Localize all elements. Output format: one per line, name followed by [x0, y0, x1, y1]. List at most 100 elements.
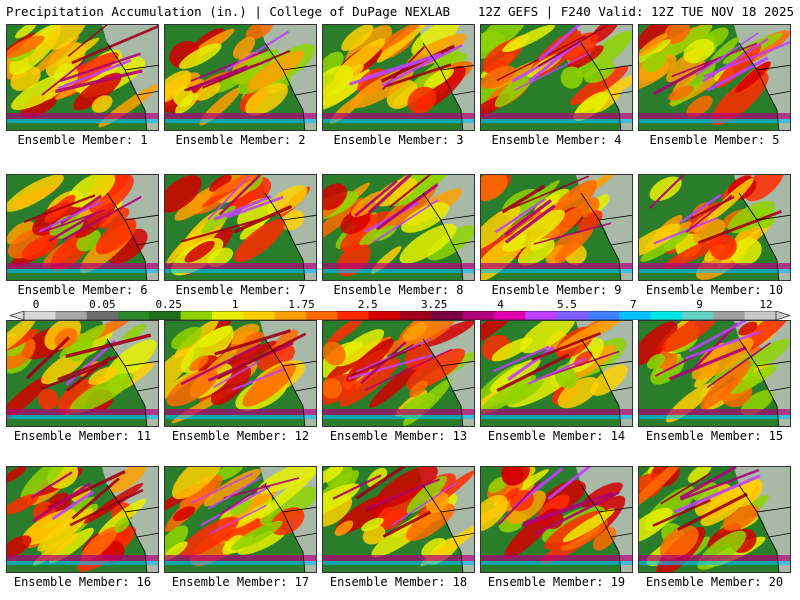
ensemble-member-label: Ensemble Member: 17	[171, 575, 310, 589]
colorbar-bin	[118, 311, 150, 320]
precip-map	[480, 174, 633, 281]
colorbar-tick-label: 0	[32, 298, 40, 311]
colorbar-tick-label: 0.25	[155, 298, 182, 311]
ensemble-member-panel: Ensemble Member: 13	[322, 320, 475, 450]
ensemble-member-panel: Ensemble Member: 9	[480, 174, 633, 304]
ensemble-member-label: Ensemble Member: 11	[13, 429, 152, 443]
colorbar-tick-label: 4	[497, 298, 504, 311]
ensemble-member-label: Ensemble Member: 15	[645, 429, 784, 443]
colorbar-bar	[10, 311, 790, 320]
ensemble-member-panel: Ensemble Member: 17	[164, 466, 317, 596]
ensemble-member-panel: Ensemble Member: 18	[322, 466, 475, 596]
ensemble-member-panel: Ensemble Member: 1	[6, 24, 159, 154]
precip-map	[6, 174, 159, 281]
ensemble-member-label: Ensemble Member: 1	[17, 133, 148, 147]
ensemble-member-panel: Ensemble Member: 5	[638, 24, 791, 154]
precip-map	[480, 320, 633, 427]
colorbar-tick-labels: 0 0.05 0.25 1 1.75 2.5 3.25 4 5.5 7 9 12	[10, 298, 790, 311]
precip-map	[322, 24, 475, 131]
colorbar-bin	[337, 311, 370, 320]
ensemble-member-label: Ensemble Member: 20	[645, 575, 784, 589]
ensemble-member-label: Ensemble Member: 18	[329, 575, 468, 589]
ensemble-member-label: Ensemble Member: 2	[175, 133, 306, 147]
precip-map	[480, 24, 633, 131]
ensemble-member-panel: Ensemble Member: 2	[164, 24, 317, 154]
ensemble-panel-grid: Ensemble Member: 1 Ensemble Member: 2 Ense…	[6, 24, 796, 594]
run-valid-time: 12Z GEFS | F240 Valid: 12Z TUE NOV 18 20…	[477, 4, 794, 19]
colorbar-bin	[86, 311, 119, 320]
colorbar-tick-label: 1.75	[288, 298, 315, 311]
ensemble-member-panel: Ensemble Member: 4	[480, 24, 633, 154]
ensemble-member-panel: Ensemble Member: 16	[6, 466, 159, 596]
ensemble-member-panel: Ensemble Member: 19	[480, 466, 633, 596]
colorbar-bin	[243, 311, 276, 320]
colorbar-min-arrow	[10, 311, 25, 320]
ensemble-member-panel: Ensemble Member: 3	[322, 24, 475, 154]
ensemble-member-label: Ensemble Member: 16	[13, 575, 152, 589]
precip-map	[638, 466, 791, 573]
colorbar-bin	[274, 311, 307, 320]
colorbar-bin	[306, 311, 338, 320]
ensemble-member-panel: Ensemble Member: 6	[6, 174, 159, 304]
precip-map	[6, 466, 159, 573]
colorbar-tick-label: 5.5	[556, 298, 577, 311]
colorbar-bin	[462, 311, 495, 320]
precip-map	[164, 174, 317, 281]
ensemble-member-panel: Ensemble Member: 7	[164, 174, 317, 304]
colorbar-bin	[368, 311, 401, 320]
ensemble-member-label: Ensemble Member: 3	[333, 133, 464, 147]
colorbar-tick-label: 9	[696, 298, 703, 311]
ensemble-member-label: Ensemble Member: 7	[175, 283, 306, 297]
ensemble-member-panel: Ensemble Member: 20	[638, 466, 791, 596]
colorbar-bin	[180, 311, 213, 320]
colorbar-bin	[55, 311, 88, 320]
ensemble-member-label: Ensemble Member: 19	[487, 575, 626, 589]
precip-map	[322, 466, 475, 573]
colorbar-tick-label: 2.5	[357, 298, 378, 311]
colorbar: 0 0.05 0.25 1 1.75 2.5 3.25 4 5.5 7 9 12	[10, 298, 790, 322]
colorbar-bin	[431, 311, 464, 320]
ensemble-member-panel: Ensemble Member: 14	[480, 320, 633, 450]
colorbar-bin	[588, 311, 620, 320]
colorbar-bin	[400, 311, 432, 320]
precip-map	[638, 24, 791, 131]
colorbar-bin	[682, 311, 714, 320]
colorbar-bin	[149, 311, 182, 320]
ensemble-member-label: Ensemble Member: 13	[329, 429, 468, 443]
colorbar-bin	[494, 311, 526, 320]
colorbar-tick-label: 0.05	[89, 298, 116, 311]
ensemble-member-panel: Ensemble Member: 12	[164, 320, 317, 450]
colorbar-max-arrow	[775, 311, 790, 320]
colorbar-bin	[713, 311, 746, 320]
ensemble-member-label: Ensemble Member: 10	[645, 283, 784, 297]
colorbar-bin	[24, 311, 56, 320]
ensemble-member-panel: Ensemble Member: 11	[6, 320, 159, 450]
colorbar-bin	[619, 311, 652, 320]
ensemble-member-panel: Ensemble Member: 8	[322, 174, 475, 304]
precip-map	[6, 320, 159, 427]
colorbar-bin	[556, 311, 589, 320]
precip-map	[638, 174, 791, 281]
precip-map	[164, 24, 317, 131]
precip-map	[164, 320, 317, 427]
colorbar-tick-label: 3.25	[420, 298, 448, 311]
ensemble-member-label: Ensemble Member: 6	[17, 283, 148, 297]
colorbar-bin	[525, 311, 558, 320]
colorbar-bin	[744, 311, 777, 320]
map-title: Precipitation Accumulation (in.) | Colle…	[6, 4, 451, 19]
ensemble-member-panel: Ensemble Member: 15	[638, 320, 791, 450]
precip-map	[164, 466, 317, 573]
ensemble-member-label: Ensemble Member: 8	[333, 283, 464, 297]
colorbar-tick-label: 1	[231, 298, 239, 311]
precip-map	[6, 24, 159, 131]
ensemble-member-label: Ensemble Member: 5	[649, 133, 780, 147]
ensemble-member-label: Ensemble Member: 14	[487, 429, 626, 443]
precip-map	[638, 320, 791, 427]
ensemble-member-label: Ensemble Member: 4	[491, 133, 622, 147]
ensemble-member-label: Ensemble Member: 12	[171, 429, 310, 443]
ensemble-member-label: Ensemble Member: 9	[491, 283, 622, 297]
colorbar-bin	[650, 311, 683, 320]
precip-map	[322, 320, 475, 427]
ensemble-member-panel: Ensemble Member: 10	[638, 174, 791, 304]
colorbar-bin	[212, 311, 244, 320]
